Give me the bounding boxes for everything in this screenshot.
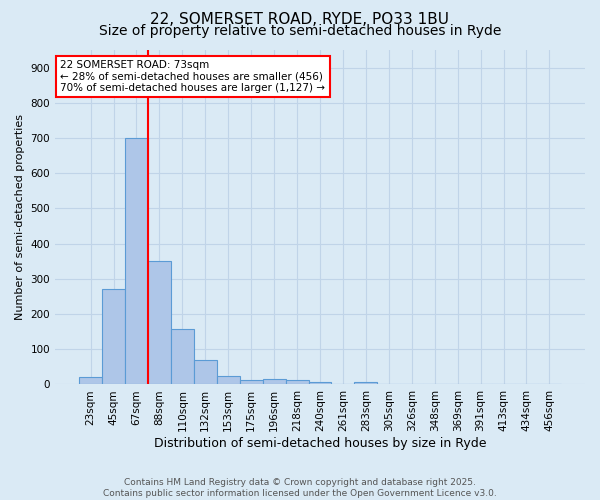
Bar: [79, 378, 102, 384]
Text: Contains HM Land Registry data © Crown copyright and database right 2025.
Contai: Contains HM Land Registry data © Crown c…: [103, 478, 497, 498]
X-axis label: Distribution of semi-detached houses by size in Ryde: Distribution of semi-detached houses by …: [154, 437, 486, 450]
Bar: [286, 380, 308, 384]
Bar: [240, 380, 263, 384]
Text: 22, SOMERSET ROAD, RYDE, PO33 1BU: 22, SOMERSET ROAD, RYDE, PO33 1BU: [151, 12, 449, 28]
Bar: [125, 138, 148, 384]
Bar: [102, 290, 125, 384]
Bar: [263, 379, 286, 384]
Bar: [355, 382, 377, 384]
Y-axis label: Number of semi-detached properties: Number of semi-detached properties: [15, 114, 25, 320]
Text: Size of property relative to semi-detached houses in Ryde: Size of property relative to semi-detach…: [99, 24, 501, 38]
Bar: [194, 360, 217, 384]
Bar: [148, 260, 171, 384]
Text: 22 SOMERSET ROAD: 73sqm
← 28% of semi-detached houses are smaller (456)
70% of s: 22 SOMERSET ROAD: 73sqm ← 28% of semi-de…: [61, 60, 325, 93]
Bar: [217, 376, 240, 384]
Bar: [308, 382, 331, 384]
Bar: [171, 329, 194, 384]
